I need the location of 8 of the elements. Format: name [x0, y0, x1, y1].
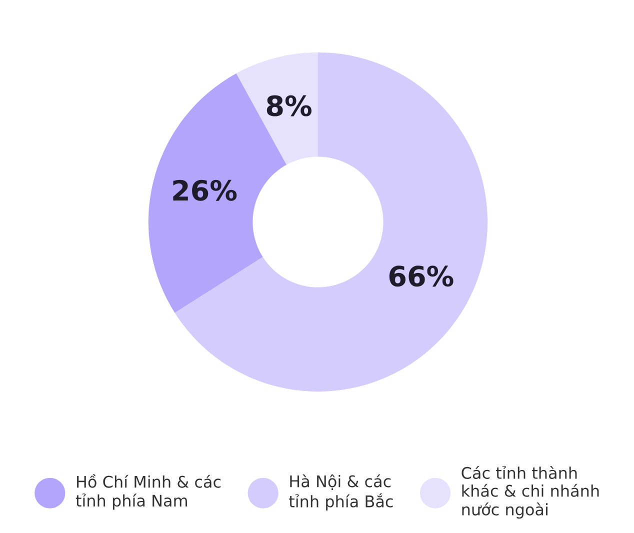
legend-label: Hồ Chí Minh & các tỉnh phía Nam — [76, 474, 221, 510]
data-label: 8% — [266, 95, 312, 116]
donut-slice — [236, 52, 318, 165]
donut-slice — [174, 52, 488, 392]
data-label: 26% — [173, 180, 237, 201]
legend-label: Hà Nội & các tỉnh phía Bắc — [289, 474, 393, 511]
data-label: 66% — [389, 266, 454, 287]
legend-label: Các tỉnh thành khác & chi nhánh nước ngoài — [462, 466, 599, 519]
